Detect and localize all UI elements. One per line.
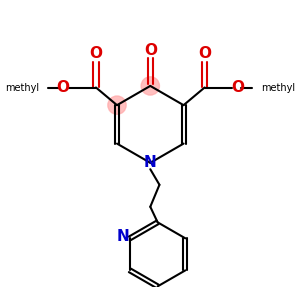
Text: N: N <box>116 229 129 244</box>
Text: O: O <box>198 46 211 61</box>
Text: O: O <box>231 80 244 95</box>
Circle shape <box>141 77 159 95</box>
Text: N: N <box>144 155 157 170</box>
Text: O: O <box>56 80 70 95</box>
Text: O: O <box>144 43 157 58</box>
Circle shape <box>108 96 126 114</box>
Text: O: O <box>89 46 103 61</box>
Text: methyl: methyl <box>5 82 39 92</box>
Text: methyl: methyl <box>261 82 296 92</box>
